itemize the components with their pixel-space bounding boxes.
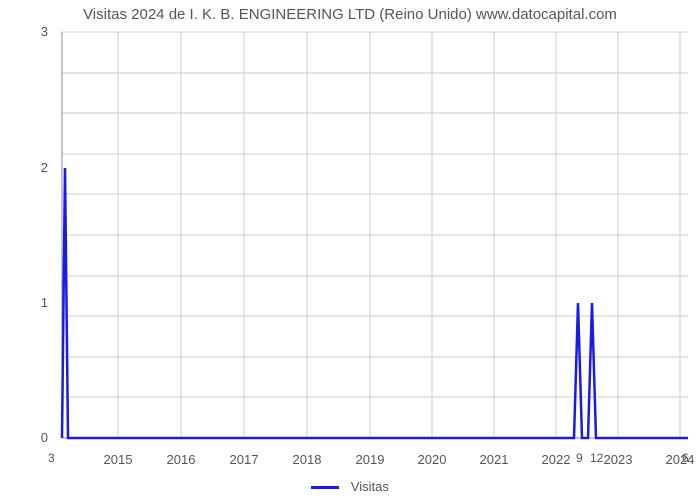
x-tick-label: 2023: [604, 452, 633, 467]
x-tick-label: 2016: [167, 452, 196, 467]
legend: Visitas: [0, 479, 700, 494]
x-axis: 2015 2016 2017 2018 2019 2020 2021 2022 2023 2024: [104, 452, 695, 467]
chart-svg: 0123 20152016201720182019202020212022202…: [0, 0, 700, 500]
extra-axis-label: 6: [682, 451, 689, 465]
y-tick-label: 2: [41, 160, 48, 175]
x-tick-label: 2022: [542, 452, 571, 467]
extra-axis-label: 3: [48, 451, 55, 465]
y-tick-label: 1: [41, 295, 48, 310]
x-tick-label: 2017: [230, 452, 259, 467]
x-tick-label: 2024: [666, 452, 695, 467]
x-tick-label: 2015: [104, 452, 133, 467]
x-tick-label: 2021: [480, 452, 509, 467]
chart-title: Visitas 2024 de I. K. B. ENGINEERING LTD…: [0, 6, 700, 23]
y-axis: 0 1 2 3: [41, 24, 48, 445]
x-tick-label: 2018: [293, 452, 322, 467]
y-tick-label: 3: [41, 24, 48, 39]
legend-swatch: [311, 486, 339, 489]
x-tick-label: 2020: [418, 452, 447, 467]
x-tick-label: 2019: [356, 452, 385, 467]
chart-container: Visitas 2024 de I. K. B. ENGINEERING LTD…: [0, 0, 700, 500]
extra-axis-label: 9: [576, 451, 583, 465]
legend-label: Visitas: [351, 479, 389, 494]
extra-axis-label: 12: [590, 451, 603, 465]
y-tick-label: 0: [41, 430, 48, 445]
